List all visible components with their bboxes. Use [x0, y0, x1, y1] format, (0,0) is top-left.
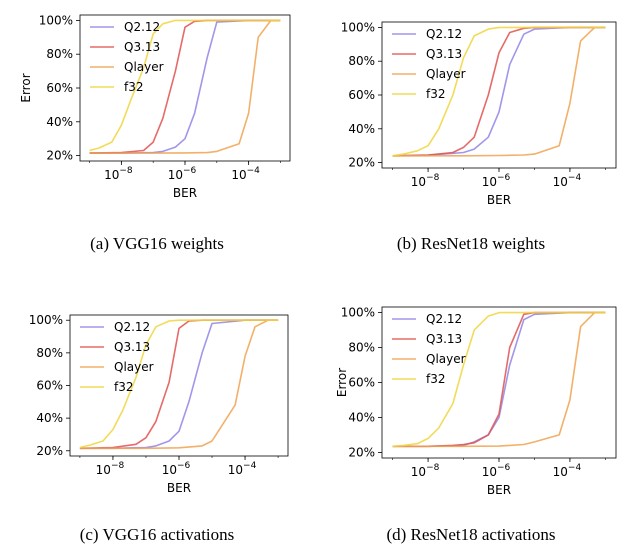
x-axis-label: BER [173, 186, 197, 200]
series-line-qlayer [79, 319, 279, 450]
panel-resnet18-weights: 20% 40% 60% 80% 100% 10−8 10−6 10−4 BER Q2.12 Q3.1… [314, 0, 628, 275]
y-tick-label: 40% [36, 411, 63, 425]
series-line-q212 [392, 26, 606, 157]
x-tick-label: 10−8 [411, 173, 440, 189]
y-tick-label: 20% [46, 149, 73, 163]
y-tick-label: 60% [348, 376, 375, 390]
y-axis-label: Error [335, 368, 349, 397]
plot-frame [69, 314, 289, 457]
x-tick-label: 10−8 [104, 166, 133, 182]
y-tick-label: 80% [348, 54, 375, 68]
panel-resnet18-activations: 20% 40% 60% 80% 100% 10−8 10−6 10−4 BER Error Q2.1… [314, 295, 628, 551]
y-tick-label: 40% [46, 115, 73, 129]
caption-resnet18-weights: (b) ResNet18 weights [396, 234, 546, 253]
series-line-f32 [392, 311, 606, 448]
x-tick-label: 10−6 [482, 173, 511, 189]
series-line-f32 [79, 319, 279, 449]
y-tick-label: 80% [36, 346, 63, 360]
caption-vgg16-activations: (c) VGG16 activations [79, 525, 235, 544]
x-tick-label: 10−4 [553, 173, 582, 189]
y-tick-label: 60% [46, 81, 73, 95]
legend-label: Q2.12 [426, 27, 462, 41]
chart-vgg16-weights: 20% 40% 60% 80% 100% 10−8 10−6 10−4 BER Error Q2.1… [19, 13, 291, 200]
chart-resnet18-activations: 20% 40% 60% 80% 100% 10−8 10−6 10−4 BER Error Q2.1… [335, 306, 617, 497]
legend-label: f32 [426, 87, 446, 101]
x-tick-label: 10−6 [482, 463, 511, 479]
series-line-q313 [392, 26, 606, 157]
x-tick-label: 10−6 [168, 166, 197, 182]
caption-resnet18-activations: (d) ResNet18 activations [386, 525, 556, 544]
chart-resnet18-weights: 20% 40% 60% 80% 100% 10−8 10−6 10−4 BER Q2.12 Q3.1… [341, 20, 617, 207]
legend-label: Qlayer [426, 67, 466, 81]
x-tick-label: 10−8 [96, 461, 125, 477]
series-line-f32 [89, 19, 281, 152]
y-tick-label: 80% [348, 341, 375, 355]
legend-label: Q3.13 [426, 332, 462, 346]
x-axis-label: BER [487, 483, 511, 497]
y-tick-label: 100% [39, 13, 73, 27]
series-line-qlayer [89, 19, 281, 154]
legend-label: f32 [114, 380, 134, 394]
x-tick-label: 10−4 [553, 463, 582, 479]
y-tick-label: 60% [36, 379, 63, 393]
y-tick-label: 20% [348, 445, 375, 459]
x-axis-label: BER [167, 481, 191, 495]
panel-vgg16-activations: 20% 40% 60% 80% 100% 10−8 10−6 10−4 BER Q2.12 Q3.1… [0, 295, 314, 551]
legend-label: f32 [124, 80, 144, 94]
chart-vgg16-activations: 20% 40% 60% 80% 100% 10−8 10−6 10−4 BER Q2.12 Q3.1… [29, 313, 289, 495]
y-tick-label: 20% [36, 444, 63, 458]
series-line-qlayer [392, 26, 606, 157]
y-tick-label: 40% [348, 122, 375, 136]
y-tick-label: 80% [46, 47, 73, 61]
plot-frame [381, 21, 617, 169]
legend-label: Qlayer [426, 352, 466, 366]
series-line-f32 [392, 26, 606, 157]
x-axis-label: BER [487, 193, 511, 207]
panel-vgg16-weights: 20% 40% 60% 80% 100% 10−8 10−6 10−4 BER Error Q2.1… [0, 0, 314, 275]
legend-label: Qlayer [124, 60, 164, 74]
y-tick-label: 40% [348, 410, 375, 424]
caption-vgg16-weights: (a) VGG16 weights [90, 234, 224, 253]
y-tick-label: 100% [341, 306, 375, 320]
legend-label: Q3.13 [114, 340, 150, 354]
x-tick-label: 10−4 [231, 166, 260, 182]
y-tick-label: 100% [29, 313, 63, 327]
x-tick-label: 10−6 [162, 461, 191, 477]
legend-label: Q2.12 [426, 312, 462, 326]
legend-label: Q2.12 [124, 20, 160, 34]
y-axis-label: Error [19, 73, 33, 102]
legend-label: Qlayer [114, 360, 154, 374]
y-tick-label: 20% [348, 156, 375, 170]
x-tick-label: 10−8 [411, 463, 440, 479]
legend-label: f32 [426, 372, 446, 386]
legend-label: Q2.12 [114, 320, 150, 334]
series-line-qlayer [392, 311, 606, 448]
y-tick-label: 60% [348, 88, 375, 102]
legend-label: Q3.13 [124, 40, 160, 54]
y-tick-label: 100% [341, 20, 375, 34]
x-tick-label: 10−4 [228, 461, 257, 477]
series-line-q212 [79, 319, 279, 450]
legend-label: Q3.13 [426, 47, 462, 61]
